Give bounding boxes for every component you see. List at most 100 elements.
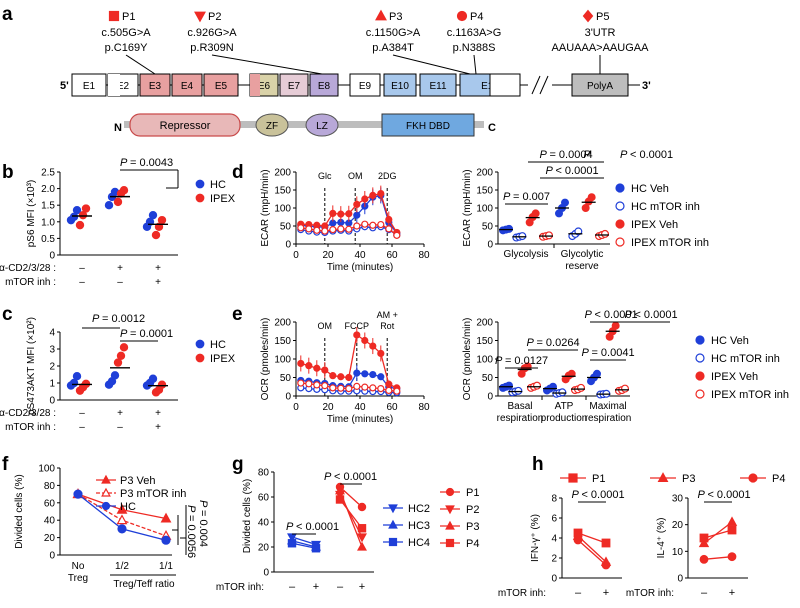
panel-d-time-x-tick-label: 40 [354,250,366,261]
domain-label: ZF [266,121,278,132]
panel-f-pvalue-2: P = 0.0056 [185,505,197,558]
panel-letter-b: b [2,162,14,183]
panel-d-series-point [345,225,353,233]
panel-d-legend-label: HC Veh [631,183,669,195]
panel-e-summary-y-label: OCR (pmoles/min) [462,318,473,401]
panel-d-time-x-tick-label: 20 [322,250,334,261]
exon-e12-utr [489,73,521,97]
panel-g-hc-legend-label: HC2 [408,503,430,515]
panel-e-series-point [361,383,369,391]
panel-d-time-x-tick-label: 60 [386,250,398,261]
exon-label: E9 [359,81,372,92]
polya-label: PolyA [587,81,613,92]
panel-h-chart-0-y-tick-label: 0 [551,574,557,585]
panel-e-series-point [321,366,329,374]
panel-c-y-label: pS473AKT MFI (×10²) [26,317,37,415]
domain-label: Repressor [160,120,211,132]
panel-h-chart-0-y-tick-label: 2 [551,554,557,565]
panel-c-akt-chart: 0 1 2 3 4 pS473AKT MFI (×10²)α-CD2/3/28 : – + + m… [0,313,236,433]
panel-d-summary-y-tick-label: 150 [476,186,493,197]
panel-c-point-HC [72,372,82,381]
panel-d-summary-point-HC mTOR inh [574,227,583,236]
panel-d-series-point [305,225,313,233]
panel-g-p-line-P1 [339,486,363,508]
panel-h-chart-1-point-P4 [699,554,709,564]
panel-h-chart-1-y-label: IL-4⁺ (%) [656,518,667,559]
panel-f-point-HC [117,524,127,534]
panel-c-row-label: mTOR inh : [5,422,56,433]
panel-d-summary-point-IPEX Veh [531,209,540,218]
panel-e-series-point [353,331,361,339]
panel-d-series-point [337,210,345,218]
panel-b-row-label: α-CD2/3/28 : [0,263,56,274]
panel-f-y-tick-label: 40 [44,516,56,527]
mutation-marker-P2 [194,11,206,23]
panel-c-legend-label: IPEX [210,353,236,365]
panel-g-pvalue-1: P < 0.0001 [286,521,339,533]
panel-b-condition-mark: – [79,263,85,274]
panel-e-category-label: production [541,413,588,424]
panel-g-hc-legend-marker [388,519,398,529]
panel-h-chart-1-x-tick-label: + [729,587,735,599]
panel-g-hc-legend-label: HC4 [408,537,430,549]
panel-e-series-point [313,364,321,372]
panel-f-y-tick-label: 60 [44,498,56,509]
domain-label: FKH DBD [406,121,450,132]
panel-c-y-tick-label: 0 [49,396,55,407]
panel-f-x-label-no: No [72,561,85,572]
panel-d-series-point [297,224,305,232]
panel-f-x-tick-label: 1/2 [115,561,129,572]
panel-e-sig-pvalue: P = 0.0127 [495,355,548,367]
panel-h-chart-0-point-P1 [601,538,611,548]
mutation-cdna: c.1150G>A [366,27,421,39]
panel-g-row-label: mTOR inh: [216,582,264,593]
panel-e-time-y-tick-label: 100 [274,355,291,366]
panel-e-time-x-label: Time (minutes) [327,414,393,425]
panel-d-time-y-label: ECAR (mpH/min) [260,169,271,246]
panel-c-legend-label: HC [210,339,226,351]
panel-g-y-tick-label: 60 [258,493,270,504]
domain-zf [255,113,289,137]
panel-d-injection-label: OM [348,171,363,181]
panel-b-legend-label: HC [210,179,226,191]
panel-g-y-tick-label: 40 [258,518,270,529]
panel-g-hc-legend-label: HC3 [408,520,430,532]
panel-f-legend-marker [101,474,111,484]
panel-h-legend-label: P4 [772,473,785,485]
panel-e-series-point [297,359,305,368]
panel-g-hc-point [311,544,321,553]
panel-g-p-legend-label: P2 [466,504,479,516]
panel-e-summary-y-tick-label: 200 [476,318,493,329]
panel-b-y-tick-label: 1.5 [41,201,55,212]
panel-h-legend-marker [748,473,758,483]
panel-d-series-point [321,227,329,235]
panel-e-time-x-tick-label: 0 [293,402,299,413]
panel-e-category-label: respiration [585,413,632,424]
domain-repressor [129,113,241,137]
exon-label: E3 [149,81,162,92]
panel-e-summary-point-HC mTOR inh [514,386,523,395]
panel-d-series-point [377,190,385,198]
panel-e-summary-point-IPEX mTOR inh [620,384,629,393]
panel-d-series-point [385,215,393,224]
panel-e-series-point [297,379,305,387]
panel-e-series-point [353,369,361,377]
panel-d-series-point [353,222,361,230]
mutation-name: P5 [596,11,609,23]
domain-label: LZ [316,121,328,132]
panel-g-hc-point [287,539,297,548]
panel-d-legend-marker [615,219,625,229]
panel-c-y-tick-label: 3 [49,345,55,356]
panel-h-chart-0-line-P4 [577,539,607,566]
panel-d-sig-pvalue: P = 0.007 [503,191,550,203]
panel-e-series-point [377,349,385,358]
panel-e-series-point [305,362,313,370]
mutation-cdna: c.926G>A [187,27,237,39]
exon-label: E7 [288,81,301,92]
panel-e-series-point [337,373,345,381]
panel-h-legend-label: P3 [682,473,695,485]
panel-g-y-label: Divided cells (%) [242,479,253,553]
panel-c-condition-mark: + [155,408,161,419]
panel-e-time-x-tick-label: 60 [386,402,398,413]
